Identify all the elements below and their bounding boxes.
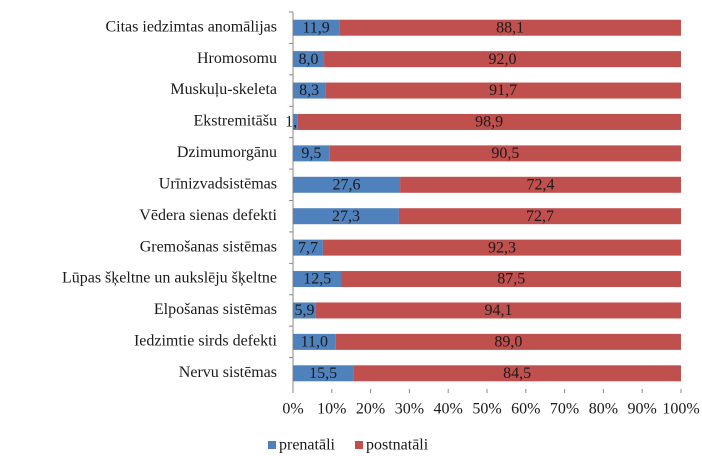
bar-segment [315,302,681,319]
category-label: Ekstremitāšu [193,113,277,130]
bar-segment [293,333,336,350]
data-label: 11,9 [302,19,329,36]
x-tick-label: 30% [395,401,424,418]
category-label: Muskuļu-skeleta [170,81,277,98]
data-label: 92,0 [489,51,517,68]
data-label: 72,7 [526,208,554,225]
data-label: 90,5 [491,145,519,162]
legend-label: postnatāli [366,437,429,454]
category-label: Vēdera sienas defekti [139,207,277,224]
bar-segment [293,302,316,319]
category-label: Gremošanas sistēmas [140,238,277,255]
bar-segment [329,145,681,162]
bar-segment [341,271,681,288]
bar-segment [293,19,340,36]
category-label: Elpošanas sistēmas [154,301,277,318]
data-label: 9,5 [301,145,321,162]
bar-segment [322,239,681,256]
bar-segment [325,82,681,99]
bar-segment [293,145,330,162]
category-label: Iedzimtie sirds defekti [134,333,278,350]
data-label: 11,0 [301,334,328,351]
category-label: Citas iedzimtas anomālijas [105,18,277,35]
category-label: Dzimumorgānu [177,144,277,161]
data-label: 8,3 [299,82,319,99]
x-tick-label: 0% [282,401,303,418]
data-label: 89,0 [494,334,522,351]
x-tick-label: 70% [550,401,579,418]
x-tick-label: 90% [628,401,657,418]
data-label: 91,7 [489,82,517,99]
bar-segment [335,333,681,350]
category-label: Hromosomu [197,50,277,67]
bar-segment [293,113,298,130]
x-tick-label: 80% [589,401,618,418]
bar-segment [293,176,401,193]
data-label: 98,9 [475,114,503,131]
legend-swatch [268,441,276,449]
bar-segment [293,208,399,225]
bar-segment [293,51,325,68]
x-tick-label: 40% [434,401,463,418]
category-label: Urīnizvadsistēmas [159,175,277,192]
category-label: Lūpas šķeltne un aukslēju šķeltne [62,270,277,287]
data-label: 84,5 [503,365,531,382]
data-label: 8,0 [299,51,319,68]
x-tick-label: 60% [511,401,540,418]
data-label: 7,7 [298,239,318,256]
data-label: 27,6 [333,176,361,193]
bar-segment [293,271,342,288]
data-label: 88,1 [496,19,524,36]
data-label: 12,5 [303,271,331,288]
data-label: 72,4 [527,176,555,193]
data-label: 15,5 [309,365,337,382]
data-label: 94,1 [484,302,512,319]
bar-segment [293,365,354,382]
data-label: 92,3 [488,239,516,256]
bar-segment [339,19,681,36]
data-label: 5,9 [294,302,314,319]
x-tick-label: 50% [472,401,501,418]
legend-swatch [354,441,363,449]
bar-segment [398,208,681,225]
x-tick-label: 100% [662,401,699,418]
x-tick-label: 10% [317,401,346,418]
data-label: 27,3 [332,208,360,225]
bar-segment [353,365,681,382]
bar-segment [293,239,323,256]
legend-label: prenatāli [279,437,336,454]
bar-segment [293,82,326,99]
bar-segment [297,113,681,130]
bar-segment [324,51,681,68]
x-tick-label: 20% [356,401,385,418]
bar-segment [400,176,681,193]
category-label: Nervu sistēmas [179,364,277,381]
data-label: 87,5 [497,271,525,288]
